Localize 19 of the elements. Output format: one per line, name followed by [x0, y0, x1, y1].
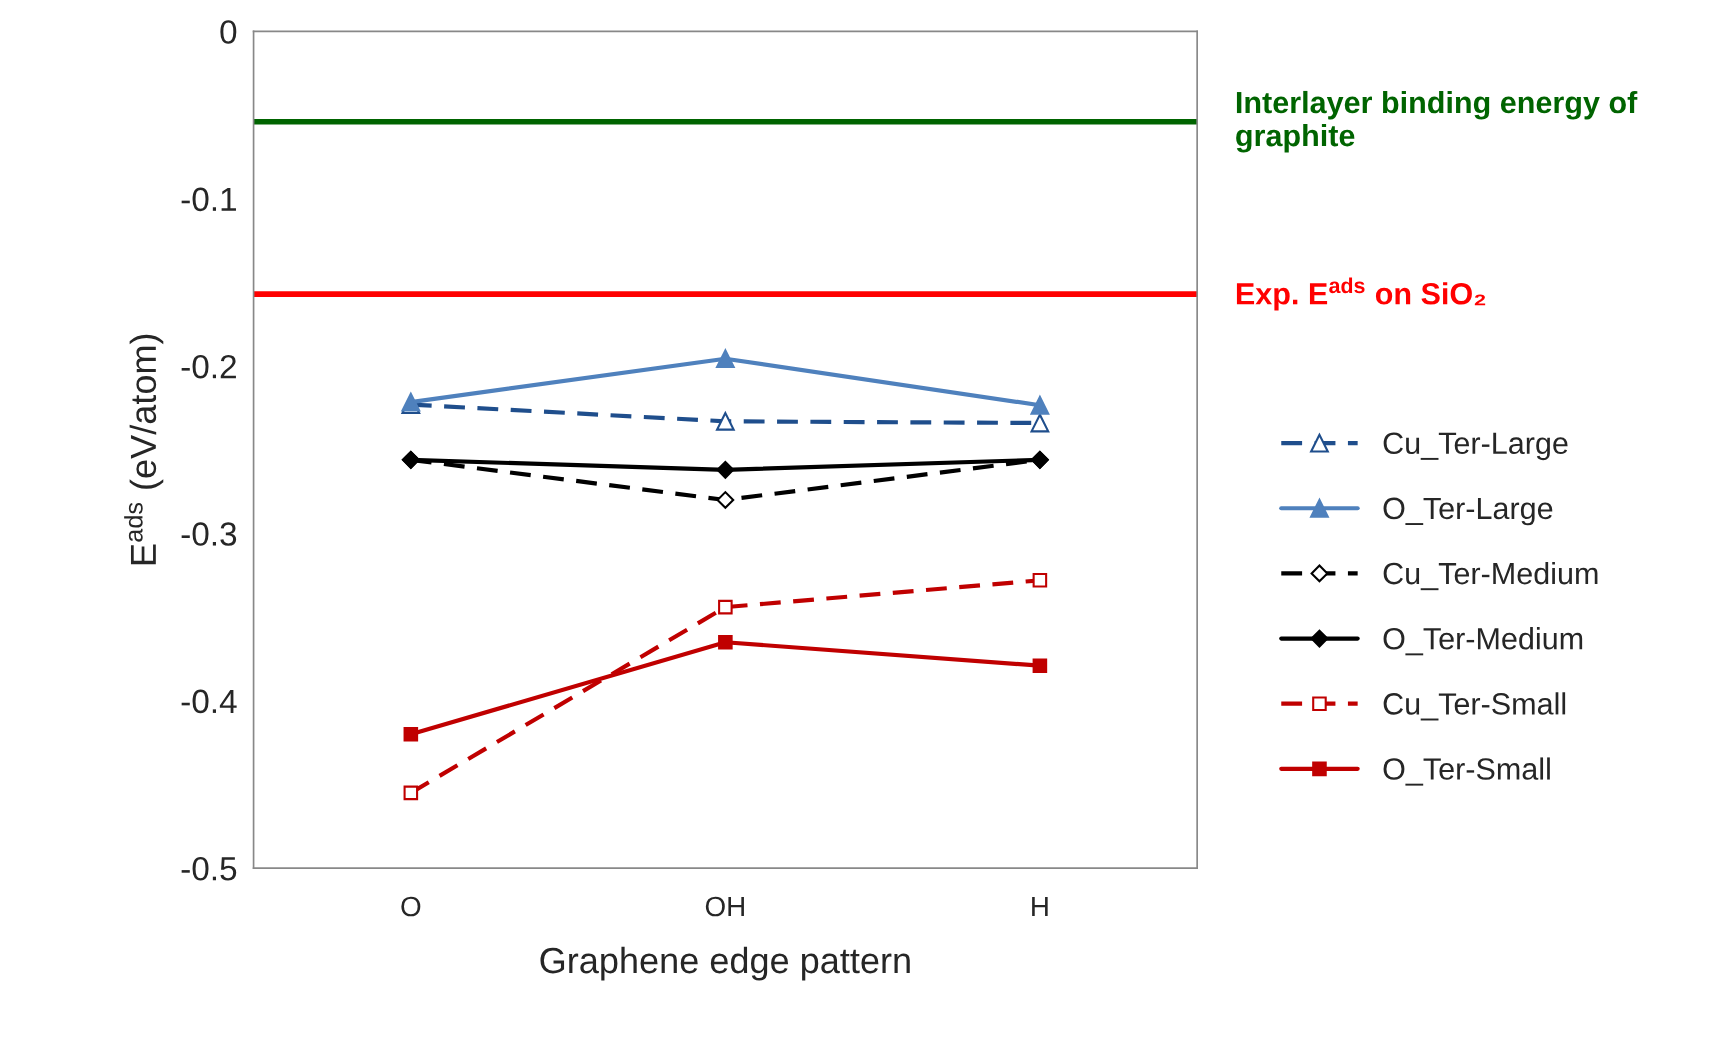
- legend-label: Cu_Ter-Small: [1383, 692, 1566, 721]
- legend-label: O_Ter-Small: [1383, 757, 1550, 786]
- x-tick-label: OH: [705, 896, 744, 917]
- y-tick-label: 0: [220, 20, 237, 44]
- x-tick-label: H: [1032, 896, 1048, 917]
- y-tick-label: -0.3: [181, 522, 237, 546]
- y-tick-label: -0.2: [181, 354, 236, 379]
- legend-label: Cu_Ter-Medium: [1383, 561, 1598, 591]
- x-tick-label: O: [401, 896, 421, 917]
- ref-line-label: Exp. E$^{ads}$ on SiO₂: [1236, 277, 1486, 311]
- legend-label: O_Ter-Medium: [1383, 627, 1583, 656]
- y-tick-label: -0.5: [181, 856, 237, 881]
- legend-label: O_Ter-Large: [1383, 497, 1553, 526]
- y-tick-label: -0.1: [181, 187, 236, 212]
- legend-label: Cu_Ter-Large: [1383, 432, 1568, 461]
- y-tick-label: -0.4: [181, 689, 237, 714]
- x-axis-title: Graphene edge pattern: [540, 946, 910, 981]
- ref-line-label: Interlayer binding energy of graphite: [1236, 90, 1638, 153]
- y-axis-title: E$^{ads}$ (eV/atom): [124, 334, 164, 565]
